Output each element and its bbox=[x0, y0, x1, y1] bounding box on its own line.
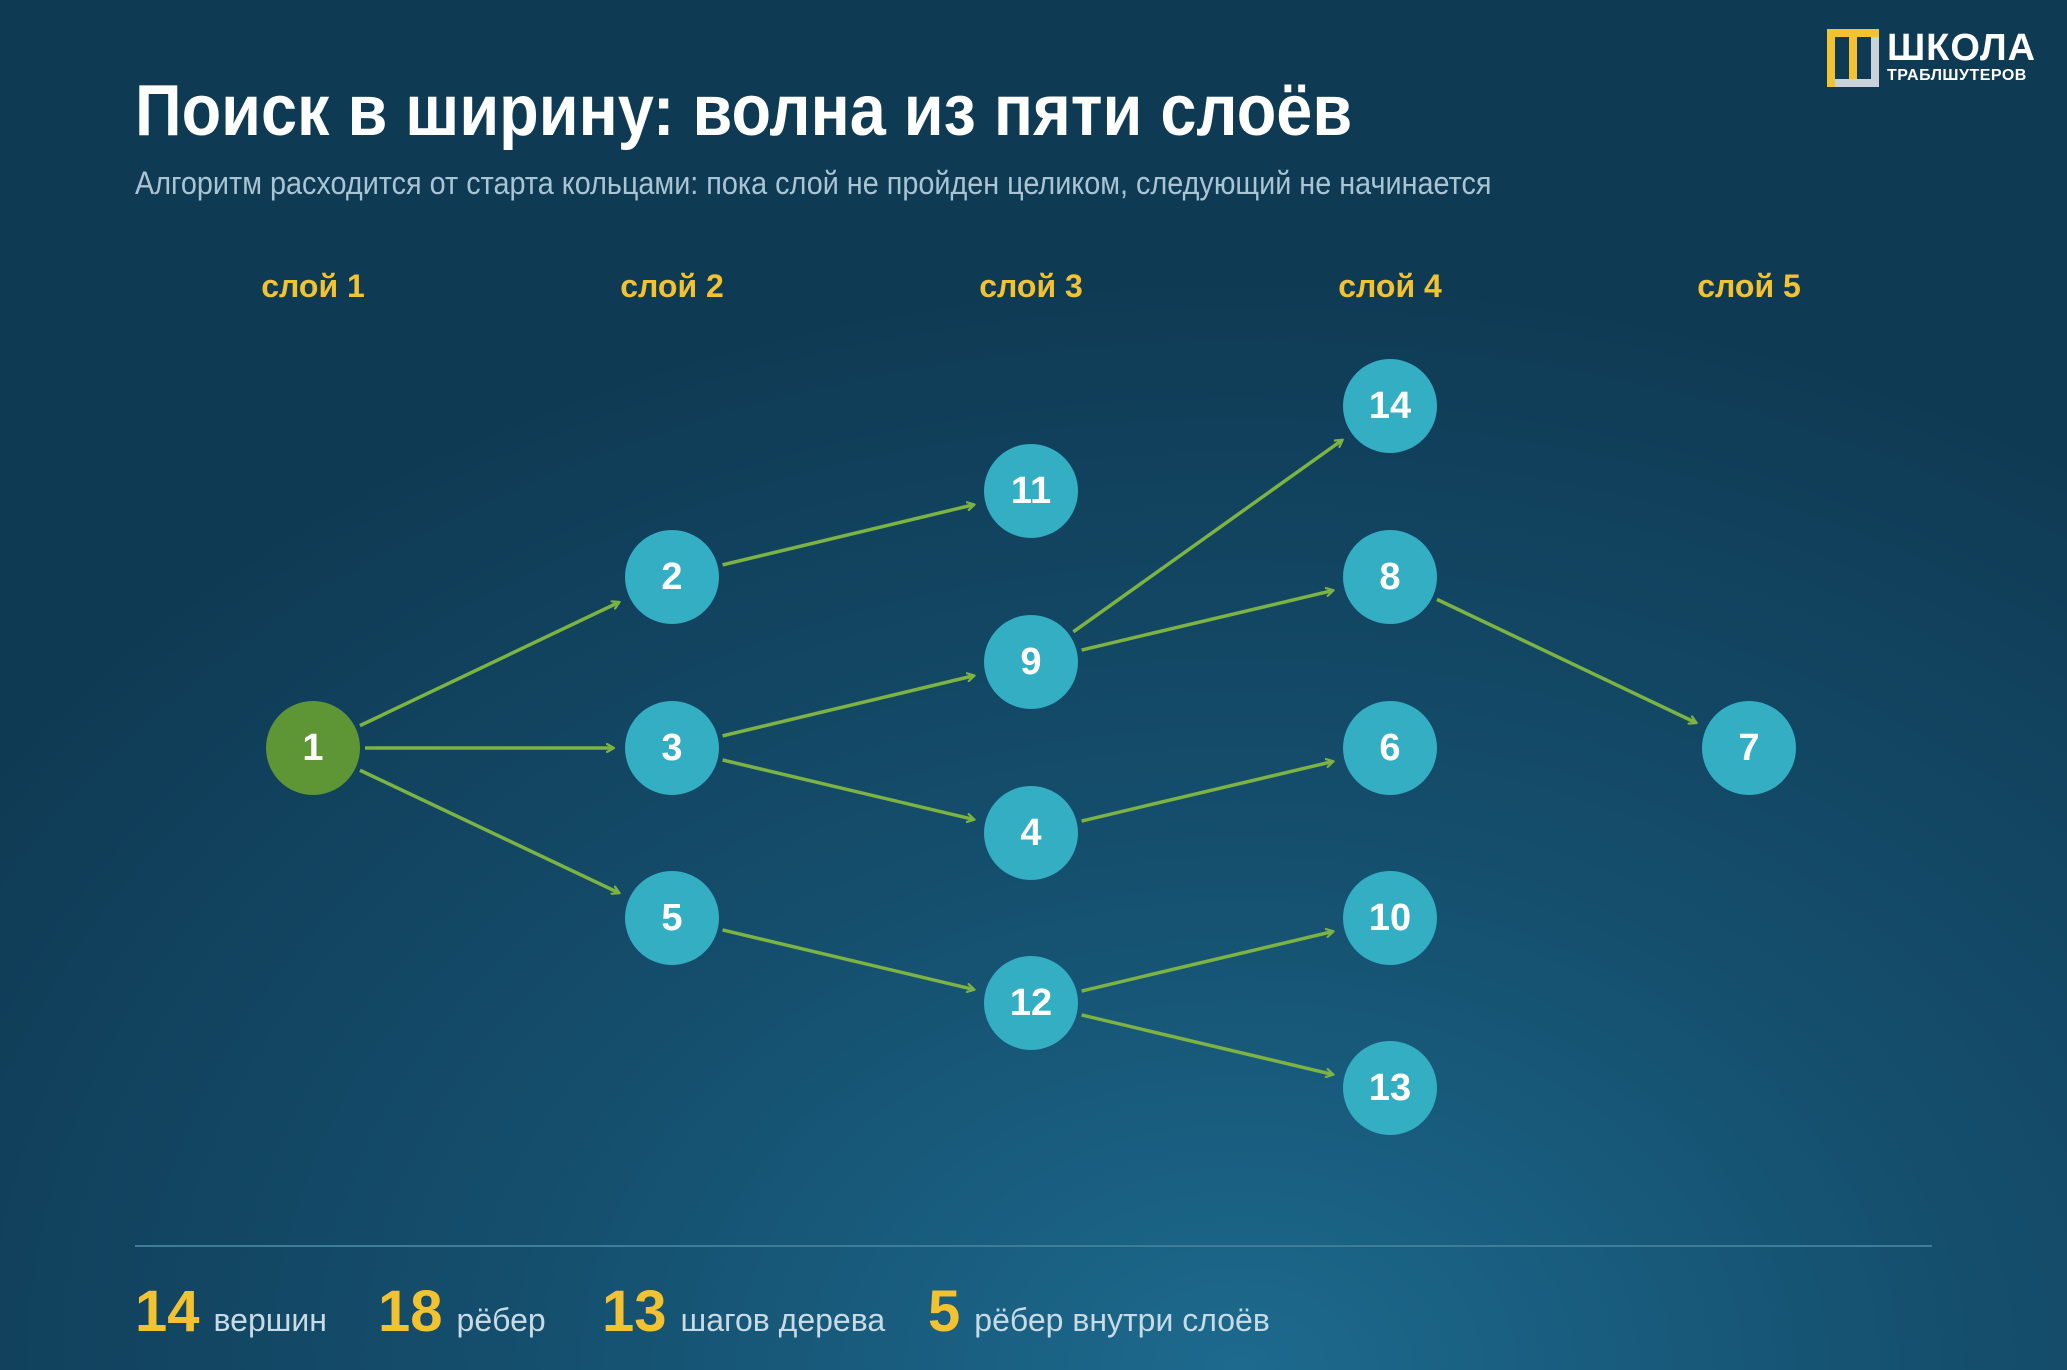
node-label: 7 bbox=[1738, 727, 1759, 769]
node-8: 8 bbox=[1343, 530, 1437, 624]
node-label: 5 bbox=[661, 897, 682, 939]
node-label: 2 bbox=[661, 556, 682, 598]
node-circle bbox=[1343, 530, 1437, 624]
node-circle bbox=[625, 530, 719, 624]
edge-1-5 bbox=[359, 768, 619, 892]
node-11: 11 bbox=[984, 444, 1078, 538]
node-1: 1 bbox=[266, 701, 360, 795]
node-circle bbox=[984, 786, 1078, 880]
logo-subtitle: ТРАБЛШУТЕРОВ bbox=[1887, 67, 2027, 84]
node-label: 8 bbox=[1379, 556, 1400, 598]
node-label: 11 bbox=[1011, 470, 1051, 512]
stat-intra-layer-edges: 5 рёбер внутри слоёв bbox=[928, 1278, 1270, 1345]
layer-label-2: слой 2 bbox=[620, 268, 724, 304]
stats-divider bbox=[135, 1245, 1932, 1247]
edge-4-6 bbox=[1081, 762, 1333, 823]
stat-label: шагов дерева bbox=[680, 1302, 886, 1338]
stat-label: рёбер bbox=[456, 1302, 546, 1338]
edge-2-11 bbox=[722, 505, 974, 567]
edge-1-2 bbox=[359, 602, 619, 728]
layer-label-1: слой 1 bbox=[261, 268, 365, 304]
edge-9-8 bbox=[1081, 591, 1333, 652]
node-2: 2 bbox=[625, 530, 719, 624]
node-14: 14 bbox=[1343, 359, 1437, 453]
layer-label-4: слой 4 bbox=[1338, 268, 1442, 304]
node-label: 14 bbox=[1369, 385, 1411, 427]
node-7: 7 bbox=[1702, 701, 1796, 795]
node-circle bbox=[1343, 701, 1437, 795]
node-4: 4 bbox=[984, 786, 1078, 880]
node-6: 6 bbox=[1343, 701, 1437, 795]
stat-label: рёбер внутри слоёв bbox=[974, 1302, 1270, 1338]
stat-tree-steps: 13 шагов дерева bbox=[602, 1278, 885, 1345]
stat-edges: 18 рёбер bbox=[378, 1278, 546, 1345]
layer-label-3: слой 3 bbox=[979, 268, 1083, 304]
page-subtitle: Алгоритм расходится от старта кольцами: … bbox=[135, 165, 1492, 201]
stat-value: 5 bbox=[928, 1279, 961, 1344]
node-5: 5 bbox=[625, 871, 719, 965]
node-3: 3 bbox=[625, 701, 719, 795]
edge-12-10 bbox=[1081, 932, 1333, 993]
node-label: 1 bbox=[302, 727, 323, 769]
node-circle bbox=[984, 956, 1078, 1050]
stat-value: 14 bbox=[135, 1279, 200, 1344]
node-circle bbox=[1702, 701, 1796, 795]
edge-12-13 bbox=[1081, 1013, 1333, 1074]
node-circle bbox=[266, 701, 360, 795]
node-12: 12 bbox=[984, 956, 1078, 1050]
stat-value: 18 bbox=[378, 1279, 443, 1344]
node-circle bbox=[1343, 871, 1437, 965]
edge-8-7 bbox=[1436, 597, 1696, 722]
stat-value: 13 bbox=[602, 1279, 667, 1344]
edge-3-4 bbox=[722, 758, 974, 819]
node-circle bbox=[984, 615, 1078, 709]
layer-label-5: слой 5 bbox=[1697, 268, 1801, 304]
node-label: 6 bbox=[1379, 727, 1400, 769]
logo-mark-icon bbox=[1827, 29, 1879, 87]
edge-3-9 bbox=[722, 676, 974, 738]
node-label: 4 bbox=[1020, 812, 1041, 854]
page-title: Поиск в ширину: волна из пяти слоёв bbox=[135, 71, 1353, 151]
stat-vertices: 14 вершин bbox=[135, 1278, 327, 1345]
node-label: 12 bbox=[1010, 982, 1052, 1024]
node-9: 9 bbox=[984, 615, 1078, 709]
node-circle bbox=[1343, 359, 1437, 453]
node-circle bbox=[984, 444, 1078, 538]
logo-title: ШКОЛА bbox=[1887, 27, 2037, 69]
school-logo: ШКОЛА ТРАБЛШУТЕРОВ bbox=[1825, 25, 2050, 90]
node-10: 10 bbox=[1343, 871, 1437, 965]
node-label: 3 bbox=[661, 727, 682, 769]
edge-5-12 bbox=[722, 928, 974, 989]
edge-9-14 bbox=[1072, 440, 1342, 634]
node-label: 10 bbox=[1369, 897, 1411, 939]
node-circle bbox=[625, 701, 719, 795]
node-13: 13 bbox=[1343, 1041, 1437, 1135]
stat-label: вершин bbox=[213, 1302, 327, 1338]
node-label: 13 bbox=[1369, 1067, 1411, 1109]
node-circle bbox=[625, 871, 719, 965]
node-label: 9 bbox=[1020, 641, 1041, 683]
node-circle bbox=[1343, 1041, 1437, 1135]
